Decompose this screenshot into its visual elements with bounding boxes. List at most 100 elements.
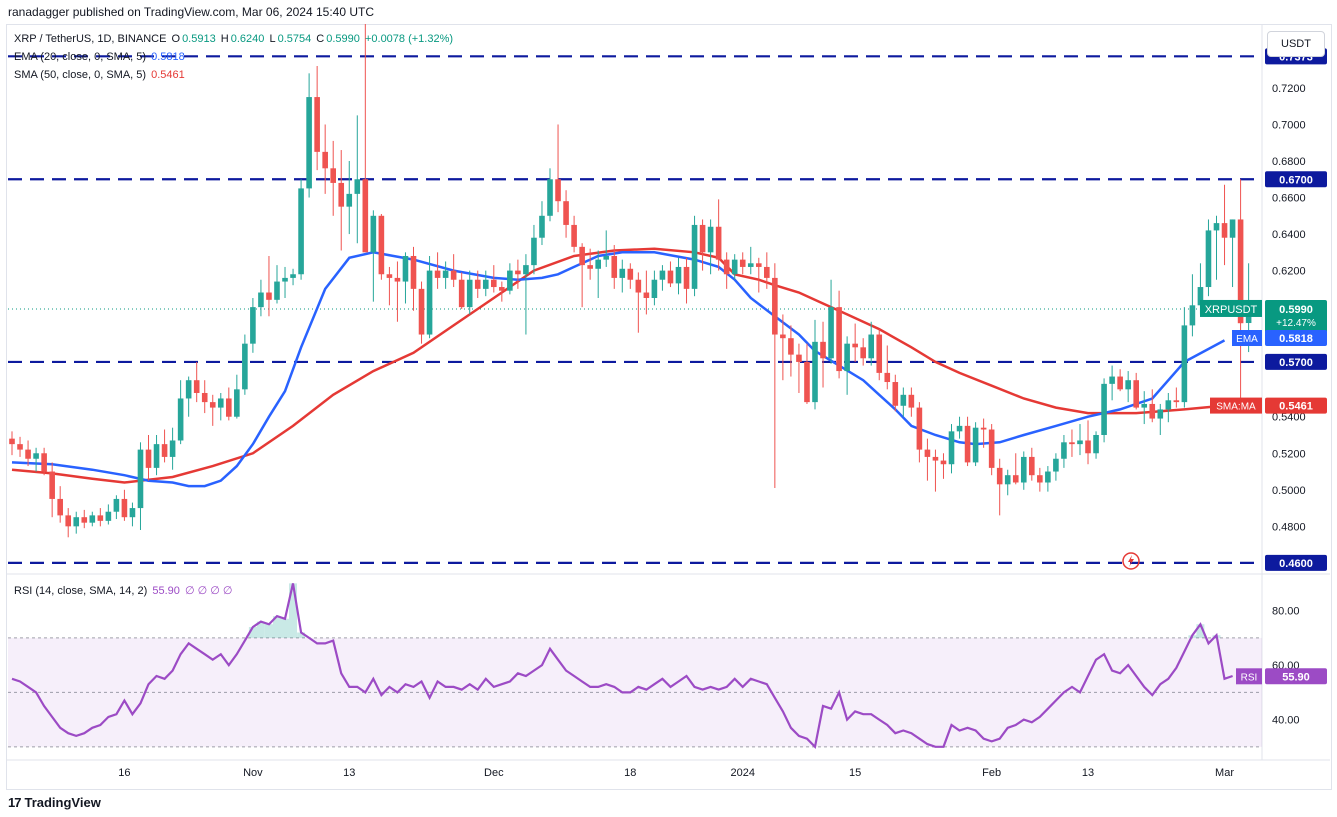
- candle-body: [964, 425, 971, 463]
- sma-tag-name-tag: [1210, 397, 1262, 414]
- candle-body: [659, 270, 666, 280]
- y-tick-label: 0.5400: [1272, 412, 1306, 424]
- currency-button[interactable]: USDT: [1267, 31, 1325, 57]
- ema-legend-label: EMA (20, close, 0, SMA, 5): [14, 51, 147, 63]
- candle-body: [1029, 456, 1035, 476]
- footer-logo[interactable]: 17 TradingView: [8, 795, 101, 810]
- candle-body: [1133, 380, 1139, 408]
- rsi-pane: [8, 583, 1262, 750]
- candle-body: [940, 460, 947, 465]
- candle-body: [844, 343, 850, 372]
- rsi-value-tag: [1265, 668, 1327, 685]
- candle-body: [65, 515, 72, 527]
- candle-body: [739, 259, 746, 267]
- candle-body: [1061, 442, 1067, 459]
- candle-body: [177, 398, 184, 441]
- ohlc-close: 0.5990: [326, 33, 360, 45]
- candle-body: [49, 471, 55, 499]
- candle-body: [386, 274, 393, 278]
- symbol-tag: [1200, 299, 1262, 317]
- candle-body: [1157, 409, 1164, 419]
- candle-body: [956, 425, 963, 432]
- candle-body: [892, 382, 899, 406]
- candle-body: [217, 398, 224, 408]
- candle-body: [491, 279, 497, 288]
- candle-body: [1012, 475, 1019, 483]
- candle-body: [434, 270, 441, 278]
- candle-body: [201, 392, 208, 403]
- candle-body: [193, 380, 200, 393]
- candle-body: [772, 277, 778, 335]
- x-tick-label: Dec: [484, 767, 504, 779]
- candle-body: [699, 224, 706, 253]
- candles: [9, 24, 1252, 538]
- candle-body: [153, 444, 160, 468]
- candle-body: [426, 270, 433, 335]
- candle-body: [595, 259, 601, 269]
- ohlc-high: 0.6240: [230, 33, 265, 45]
- candle-body: [611, 255, 618, 278]
- x-tick-label: 18: [624, 767, 636, 779]
- ohlc-change: +0.0078 (+1.32%): [364, 33, 454, 45]
- candle-body: [715, 226, 722, 260]
- ema-tag-name: EMA: [1236, 334, 1258, 345]
- candle-body: [410, 255, 417, 289]
- candle-body: [73, 517, 80, 527]
- x-tick-label: Nov: [243, 767, 263, 779]
- candle-body: [338, 182, 345, 207]
- rsi-tick-label: 40.00: [1272, 715, 1300, 727]
- rsi-legend-extra: ∅ ∅ ∅ ∅: [184, 585, 233, 597]
- candle-body: [1053, 458, 1059, 472]
- x-tick-label: 13: [1082, 767, 1094, 779]
- publisher-banner: ranadagger published on TradingView.com,…: [8, 5, 375, 19]
- candle-body: [1077, 440, 1083, 445]
- candle-body: [1125, 380, 1131, 390]
- chart-frame: [6, 24, 1332, 790]
- candle-body: [828, 307, 834, 359]
- candle-body: [89, 515, 96, 523]
- candle-body: [812, 341, 818, 403]
- candle-body: [274, 281, 280, 300]
- ema-tag-name-tag: [1232, 330, 1262, 347]
- candle-body: [57, 498, 63, 516]
- candle-body: [17, 444, 23, 450]
- candle-body: [627, 268, 634, 280]
- ohlc-close-label: C: [316, 33, 325, 45]
- candle-body: [603, 255, 610, 260]
- candle-body: [258, 292, 264, 308]
- candle-body: [980, 427, 987, 430]
- x-tick-label: Feb: [982, 767, 1001, 779]
- candle-body: [137, 449, 144, 509]
- sma-legend-value: 0.5461: [151, 69, 185, 81]
- candle-body: [282, 277, 288, 282]
- sma-tag-value: 0.5461: [1279, 401, 1313, 413]
- candle-body: [290, 274, 296, 278]
- candle-body: [314, 97, 320, 152]
- y-tick-label: 0.6200: [1272, 266, 1306, 278]
- candle-body: [884, 372, 891, 383]
- candle-body: [515, 270, 521, 275]
- y-tick-label: 0.4800: [1272, 521, 1306, 533]
- rsi-legend-value: 55.90: [152, 585, 180, 597]
- candle-body: [322, 151, 328, 169]
- candle-body: [619, 268, 626, 278]
- x-tick-label: 13: [343, 767, 355, 779]
- candle-body: [539, 215, 545, 238]
- alert-icon: [1122, 552, 1140, 570]
- x-tick-label: Mar: [1215, 767, 1234, 779]
- candle-body: [1093, 435, 1099, 454]
- candle-body: [723, 259, 730, 275]
- candle-body: [755, 263, 762, 267]
- rsi-overbought-fill: [248, 583, 1221, 638]
- ohlc-low-label: L: [269, 33, 276, 45]
- candle-body: [1141, 403, 1148, 408]
- candle-body: [161, 444, 168, 457]
- candle-body: [908, 394, 915, 408]
- candle-body: [330, 168, 336, 183]
- candle-body: [1165, 400, 1172, 410]
- x-tick-label: 2024: [730, 767, 754, 779]
- level-label: 0.5700: [1279, 357, 1313, 369]
- candle-body: [651, 279, 658, 298]
